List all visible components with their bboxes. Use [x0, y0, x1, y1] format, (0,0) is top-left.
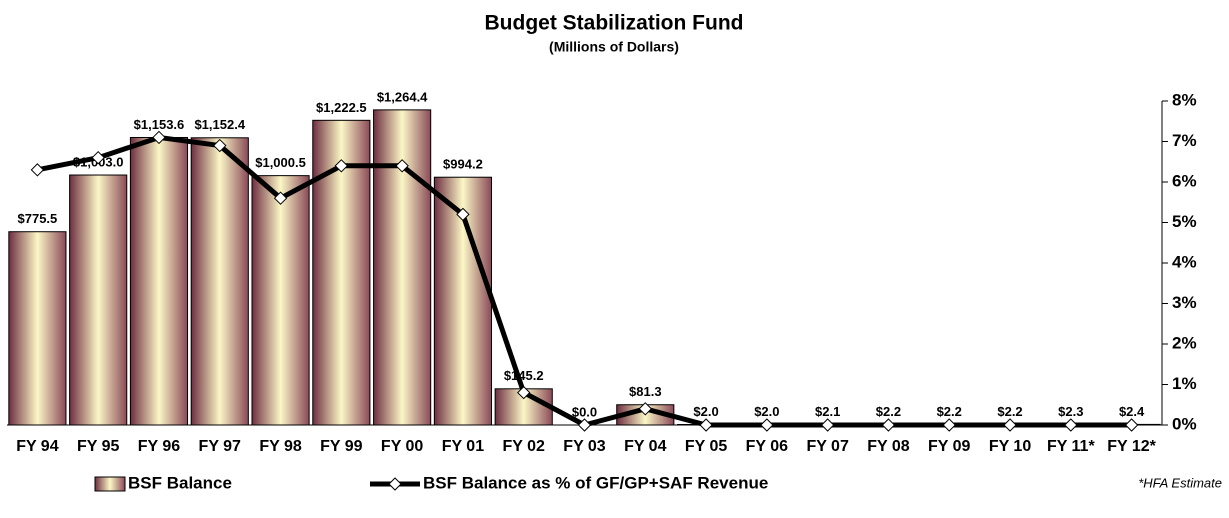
- data-label: $2.0: [693, 404, 718, 419]
- y2-tick-label: 4%: [1172, 252, 1197, 271]
- line-point: [760, 418, 774, 432]
- x-tick-label: FY 02: [503, 438, 546, 455]
- line-point: [273, 191, 288, 205]
- legend-marker: [388, 477, 402, 491]
- x-tick-label: FY 97: [199, 438, 242, 455]
- y2-tick-label: 6%: [1172, 171, 1197, 190]
- data-label: $2.3: [1058, 404, 1083, 419]
- data-label: $994.2: [443, 157, 483, 172]
- line-point: [456, 207, 470, 222]
- data-label: $2.1: [815, 404, 840, 419]
- x-tick-label: FY 04: [624, 438, 667, 455]
- line-point: [699, 418, 713, 432]
- line-point: [577, 418, 592, 432]
- data-label: $81.3: [629, 384, 662, 399]
- data-label: $2.4: [1119, 404, 1145, 419]
- x-tick-label: FY 09: [928, 438, 971, 455]
- chart-title: Budget Stabilization Fund: [485, 12, 744, 35]
- legend-label: BSF Balance: [128, 473, 232, 492]
- x-tick-label: FY 10: [989, 438, 1032, 455]
- line-point: [942, 418, 956, 432]
- bar: [373, 109, 432, 426]
- line-point: [213, 138, 227, 153]
- x-tick-label: FY 95: [77, 438, 120, 455]
- x-tick-label: FY 11*: [1047, 438, 1096, 455]
- bar: [69, 174, 128, 426]
- data-label: $1,000.5: [255, 155, 306, 170]
- x-tick-label: FY 99: [320, 438, 363, 455]
- data-label: $2.2: [937, 404, 962, 419]
- bar: [190, 137, 249, 426]
- data-label: $2.2: [997, 404, 1022, 419]
- x-tick-label: FY 94: [16, 438, 59, 455]
- y2-tick-label: 2%: [1172, 333, 1197, 352]
- data-label: $1,152.4: [194, 117, 245, 132]
- x-tick-label: FY 00: [381, 438, 424, 455]
- data-label: $1,264.4: [377, 89, 428, 104]
- x-tick-label: FY 03: [563, 438, 606, 455]
- line-point: [881, 418, 896, 432]
- line-point: [152, 130, 166, 145]
- data-label: $1,222.5: [316, 100, 367, 115]
- data-label: $0.0: [572, 404, 597, 419]
- x-tick-label: FY 96: [138, 438, 181, 455]
- data-label: $2.0: [754, 404, 779, 419]
- line-point: [638, 402, 652, 416]
- footnote: *HFA Estimate: [1138, 475, 1222, 490]
- line-point: [517, 385, 531, 400]
- line-point: [91, 150, 105, 165]
- legend-label: BSF Balance as % of GF/GP+SAF Revenue: [423, 473, 768, 492]
- line-point: [1064, 418, 1078, 432]
- x-tick-label: FY 06: [746, 438, 789, 455]
- y2-tick-label: 7%: [1172, 131, 1197, 150]
- x-tick-label: FY 08: [867, 438, 910, 455]
- line-point: [334, 159, 349, 173]
- y2-tick-label: 3%: [1172, 293, 1197, 312]
- data-label: $145.2: [504, 368, 544, 383]
- y2-tick-label: 1%: [1172, 374, 1197, 393]
- x-tick-label: FY 12*: [1107, 438, 1156, 455]
- line-point: [30, 163, 45, 177]
- chart-subtitle: (Millions of Dollars): [549, 39, 679, 55]
- line-point: [395, 159, 409, 173]
- x-tick-label: FY 98: [259, 438, 302, 455]
- line-point: [1003, 418, 1017, 432]
- legend-swatch: [94, 476, 126, 492]
- bar: [129, 136, 189, 426]
- x-tick-label: FY 05: [685, 438, 728, 455]
- line-point: [820, 418, 835, 432]
- line-point: [1124, 418, 1139, 432]
- x-tick-label: FY 07: [806, 438, 849, 455]
- data-label: $775.5: [18, 211, 58, 226]
- y2-tick-label: 8%: [1172, 90, 1197, 109]
- bar: [8, 231, 67, 426]
- data-label: $1,153.6: [134, 117, 185, 132]
- data-label: $2.2: [876, 404, 901, 419]
- bar: [251, 175, 310, 426]
- x-tick-label: FY 01: [442, 438, 485, 455]
- y2-tick-label: 0%: [1172, 414, 1197, 433]
- y2-tick-label: 5%: [1172, 212, 1197, 231]
